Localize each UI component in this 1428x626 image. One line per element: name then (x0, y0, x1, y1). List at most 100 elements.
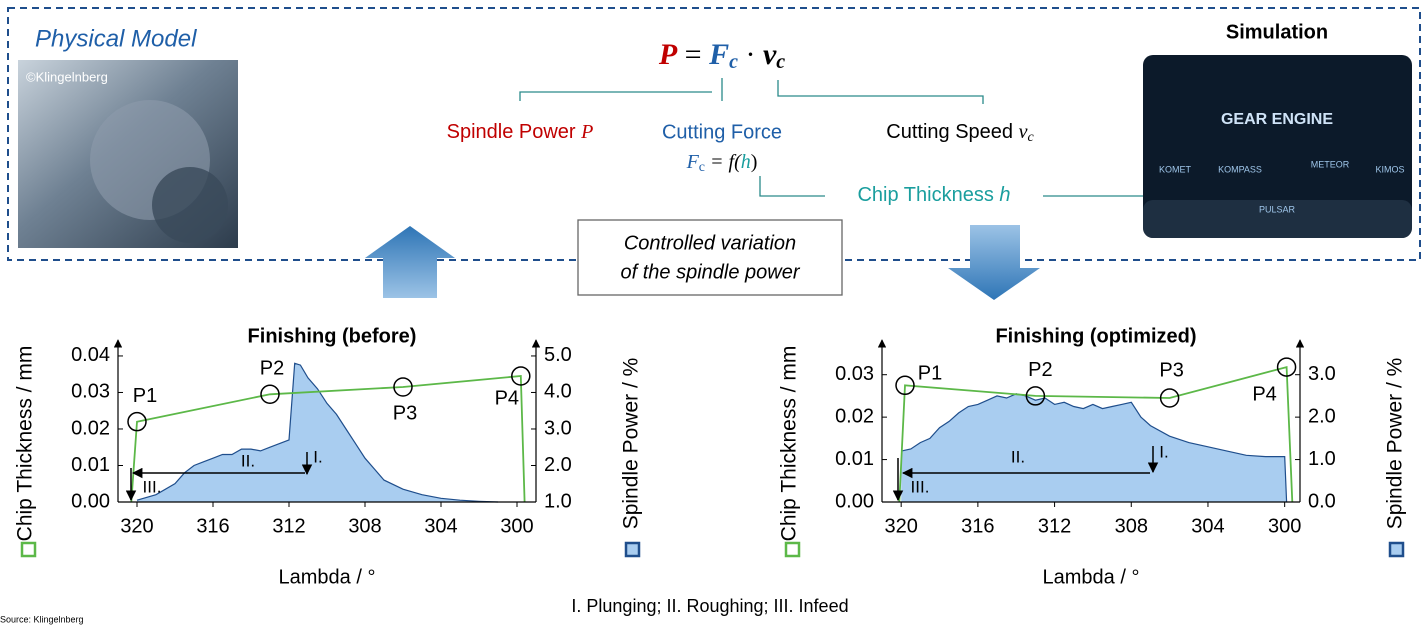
down-arrow (948, 225, 1040, 300)
x-tick-label: 300 (500, 515, 533, 537)
up-arrow (365, 226, 455, 298)
formula: P = Fc · vc (658, 38, 785, 73)
label-symbol: v (1019, 121, 1028, 143)
x-tick-label: 312 (1038, 515, 1071, 537)
y2-tick-label: 0.0 (1308, 490, 1336, 512)
connector (759, 176, 825, 197)
x-tick-label: 300 (1268, 515, 1301, 537)
photo-detail (152, 167, 228, 243)
simulation-label: Simulation (1226, 21, 1328, 43)
y-axis-label: Chip Thickness / mm (14, 346, 37, 542)
y-tick-label: 0.01 (835, 448, 874, 470)
simulation-logo: GEAR ENGINE (1221, 111, 1333, 128)
footnote: I. Plunging; II. Roughing; III. Infeed (571, 596, 848, 616)
y2-tick-label: 4.0 (544, 381, 572, 403)
area-outline (136, 362, 499, 503)
formula-force-sub: c (729, 51, 738, 73)
source: Source: Klingelnberg (0, 614, 84, 624)
label-text: Spindle Power (447, 121, 582, 143)
point-marker (895, 375, 915, 396)
point-label: P2 (260, 358, 284, 380)
x-tick-label: 308 (348, 515, 381, 537)
y2-tick-label: 5.0 (544, 344, 572, 366)
area (901, 393, 1287, 502)
center-box-line: Controlled variation (624, 232, 796, 254)
x-tick-label: 304 (1191, 515, 1224, 537)
chart-title: Finishing (optimized) (995, 325, 1196, 347)
chip-thickness-label: Chip Thickness h (857, 184, 1010, 206)
y-axis-key (20, 541, 37, 558)
label-symbol: P (580, 121, 593, 143)
connector (777, 80, 984, 104)
area-outline (901, 393, 1288, 503)
y-tick-label: 0.04 (71, 344, 110, 366)
chart: P1 P2 P3 P4 0.00 0.01 0.02 0.03 0.04 1.0 2.0 3.0 4.0… (14, 325, 643, 588)
x-axis-label: Lambda / ° (279, 566, 376, 588)
label-text: Cutting Speed (886, 121, 1018, 143)
point-label: P3 (1159, 359, 1183, 381)
y-tick-label: 0.02 (71, 417, 110, 439)
force-relation: Fc = f(h) (686, 151, 758, 176)
relation-rest: = f( (705, 151, 742, 173)
y-tick-label: 0.03 (835, 363, 874, 385)
simulation-node: KIMOS (1375, 164, 1404, 174)
chart-title: Finishing (before) (248, 325, 417, 347)
y-tick-label: 0.00 (71, 490, 110, 512)
simulation-node: PULSAR (1259, 204, 1296, 214)
formula-equals: = (677, 38, 709, 71)
point-label: P2 (1028, 359, 1052, 381)
simulation-node: KOMET (1159, 164, 1192, 174)
point-marker (1025, 386, 1046, 406)
center-box-line: of the spindle power (620, 261, 800, 283)
x-tick-label: 308 (1115, 515, 1148, 537)
cutting-speed-label: Cutting Speed vc (886, 121, 1034, 146)
x-axis-label: Lambda / ° (1043, 566, 1140, 588)
formula-power: P (658, 38, 678, 71)
x-tick-label: 304 (424, 515, 457, 537)
y2-tick-label: 3.0 (544, 417, 572, 439)
y2-axis-key (624, 541, 641, 558)
y2-tick-label: 1.0 (544, 490, 572, 512)
simulation-node: KOMPASS (1218, 164, 1262, 174)
y-tick-label: 0.03 (71, 381, 110, 403)
formula-dot: · (738, 38, 763, 71)
point-label: P3 (393, 402, 417, 424)
y2-axis-label: Spindle Power / % (1384, 358, 1407, 530)
y2-tick-label: 2.0 (544, 454, 572, 476)
formula-force: F (708, 38, 729, 71)
point-marker (260, 384, 280, 405)
phase-label: III. (911, 477, 930, 496)
phase-label: I. (1159, 442, 1168, 461)
point-marker (393, 377, 413, 397)
phase-label: II. (241, 451, 255, 470)
x-tick-label: 312 (272, 515, 305, 537)
point-marker (1276, 357, 1297, 377)
y2-tick-label: 2.0 (1308, 405, 1336, 427)
x-tick-label: 320 (120, 515, 153, 537)
y-axis-label: Chip Thickness / mm (778, 346, 801, 542)
point-label: P4 (495, 387, 519, 409)
y2-axis-key (1388, 541, 1405, 558)
connectors (519, 78, 1143, 197)
connector (519, 91, 712, 101)
point-label: P1 (918, 363, 942, 385)
relation-symbol: F (686, 151, 700, 173)
phase-label: II. (1011, 447, 1025, 466)
x-tick-label: 320 (884, 515, 917, 537)
formula-speed-sub: c (776, 51, 785, 73)
phase-label: I. (313, 447, 322, 466)
simulation-screen (1143, 55, 1412, 238)
label-symbol: h (999, 184, 1010, 206)
line (130, 375, 526, 503)
copyright: ©Klingelnberg (26, 69, 108, 84)
phase-label: III. (143, 477, 162, 496)
simulation-reflection (1143, 200, 1412, 238)
x-tick-label: 316 (961, 515, 994, 537)
relation-sub: c (699, 160, 705, 175)
y-tick-label: 0.00 (835, 490, 874, 512)
label-text: Chip Thickness (857, 184, 999, 206)
simulation-node: METEOR (1311, 159, 1350, 169)
y2-tick-label: 1.0 (1308, 448, 1336, 470)
area (137, 363, 498, 502)
